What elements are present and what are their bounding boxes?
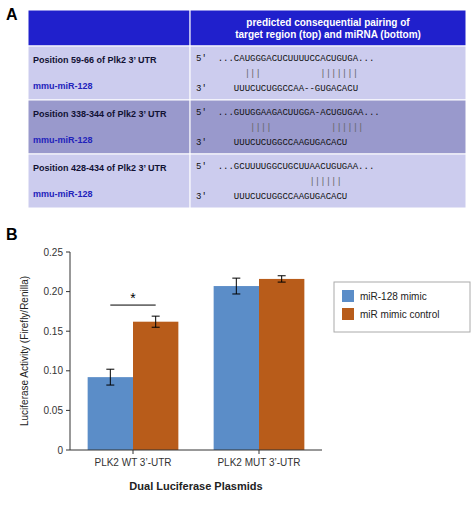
mirna-sequence: 3′ UUUCUCUGGCCAAGUGACACU (196, 138, 347, 148)
y-tick-label: 0.20 (44, 286, 64, 297)
error-line (110, 369, 111, 385)
error-cap (278, 275, 286, 276)
target-sequence: 5′ ...GCUUUUGGCUGCUUAACUGUGAA... (196, 162, 374, 172)
legend-box (334, 282, 470, 332)
x-tick (133, 450, 134, 454)
pairing-bars: |||||| (196, 177, 342, 187)
error-line (155, 316, 156, 327)
error-line (281, 276, 282, 282)
y-tick-label: 0.10 (44, 365, 64, 376)
row-label: Position 428-434 of Plk2 3’ UTR (33, 163, 167, 173)
y-tick (66, 331, 70, 332)
marks (88, 276, 305, 450)
y-tick-label: 0.25 (44, 247, 64, 258)
error-cap (106, 369, 114, 370)
pairing-bars: |||| |||||| (196, 123, 363, 133)
x-axis-label: Dual Luciferase Plasmids (129, 480, 262, 492)
bar-panel: B 0 0.05 0.10 0.15 0.20 0.25 PLK2 WT 3’-UTR PLK2… (6, 226, 470, 492)
error-cap (278, 282, 286, 283)
error-cap (152, 327, 160, 328)
y-axis-label: Luciferase Activity (Firefly/Renilla) (19, 276, 30, 426)
bar (133, 322, 178, 450)
row-cell (28, 46, 190, 100)
error-cap (232, 293, 240, 294)
significance-label: * (130, 290, 136, 306)
header-text: predicted consequential pairing oftarget… (235, 17, 421, 40)
figure: Apredicted consequential pairing oftarge… (0, 0, 474, 519)
row-label: Position 59-66 of Plk2 3’ UTR (33, 55, 157, 65)
bar (214, 286, 259, 450)
table-panel: Apredicted consequential pairing oftarge… (6, 6, 466, 208)
x-tick-label: PLK2 MUT 3’-UTR (217, 457, 300, 468)
error-cap (106, 385, 114, 386)
mirna-sequence: 3′ UUUCUCUGGCCAAGUGACACU (196, 192, 347, 202)
panel-label: A (6, 6, 18, 23)
bar (88, 377, 133, 450)
y-tick-label: 0.05 (44, 405, 64, 416)
error-bar (278, 276, 286, 282)
error-line (236, 278, 237, 294)
legend-label: miR mimic control (360, 309, 439, 320)
x-axis (70, 450, 322, 451)
error-cap (152, 316, 160, 317)
y-axis (70, 252, 71, 450)
error-bar (232, 278, 240, 294)
row-label: Position 338-344 of Plk2 3’ UTR (33, 109, 167, 119)
row-cell (190, 46, 466, 100)
mirna-label: mmu-miR-128 (33, 81, 93, 91)
panel-label: B (6, 226, 18, 243)
target-sequence: 5′ ...CAUGGGACUCUUUUCCACUGUGA... (196, 54, 374, 64)
row-cell (28, 100, 190, 154)
mirna-label: mmu-miR-128 (33, 189, 93, 199)
legend-label: miR-128 mimic (360, 291, 427, 302)
legend-swatch (342, 290, 354, 302)
error-cap (232, 278, 240, 279)
x-tick-label: PLK2 WT 3’-UTR (94, 457, 171, 468)
mirna-sequence: 3′ UUUCUCUGGCCAA--GUGACACU (196, 84, 358, 94)
y-tick (66, 450, 70, 451)
y-tick (66, 410, 70, 411)
header-cell (28, 10, 190, 46)
y-tick-label: 0 (57, 445, 63, 456)
pairing-bars: ||| ||||||| (196, 69, 358, 79)
mirna-label: mmu-miR-128 (33, 135, 93, 145)
target-sequence: 5′ ...GUUGGAAGACUUGGA-ACUGUGAA... (196, 108, 380, 118)
y-tick-label: 0.15 (44, 326, 64, 337)
row-cell (190, 154, 466, 208)
error-bar (152, 316, 160, 327)
header-line: predicted consequential pairing of (246, 17, 410, 28)
x-tick (259, 450, 260, 454)
y-tick (66, 370, 70, 371)
y-tick (66, 252, 70, 253)
header-cell (190, 10, 466, 46)
row-cell (28, 154, 190, 208)
error-bar (106, 369, 114, 385)
legend: miR-128 mimic miR mimic control (334, 282, 470, 332)
legend-swatch (342, 308, 354, 320)
row-cell (190, 100, 466, 154)
header-line: target region (top) and miRNA (bottom) (235, 29, 421, 40)
y-tick (66, 291, 70, 292)
bar (259, 279, 304, 450)
